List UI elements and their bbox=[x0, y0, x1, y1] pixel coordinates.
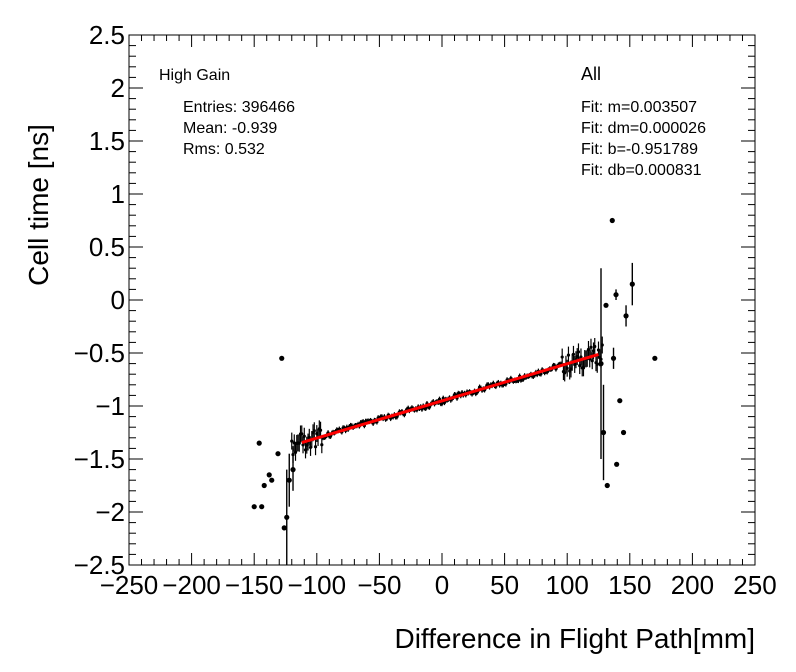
data-layer bbox=[251, 217, 658, 565]
outlier-point bbox=[284, 514, 290, 520]
fit-b: Fit: b=-0.951789 bbox=[581, 141, 698, 158]
stats-rms: Rms: 0.532 bbox=[183, 141, 265, 158]
x-tick-label: 200 bbox=[671, 570, 714, 600]
x-tick-label: 0 bbox=[435, 570, 449, 600]
outlier-point bbox=[251, 504, 257, 510]
band-point bbox=[318, 428, 323, 432]
x-tick-label: 150 bbox=[608, 570, 651, 600]
x-tick-label: −100 bbox=[288, 570, 347, 600]
band-point bbox=[307, 435, 311, 439]
fit-layer bbox=[301, 352, 599, 444]
fit-db: Fit: db=0.000831 bbox=[581, 162, 702, 179]
y-tick-label: −0.5 bbox=[74, 338, 125, 368]
band-point bbox=[297, 441, 301, 445]
outlier-point bbox=[614, 461, 620, 467]
y-axis-title: Cell time [ns] bbox=[23, 124, 54, 286]
x-axis: −250 −200 −150 −100 −50 0 50 100 150 200 250 bbox=[100, 35, 777, 600]
outlier-point bbox=[609, 217, 615, 224]
outlier-point bbox=[598, 361, 604, 367]
fit-dm: Fit: dm=0.000026 bbox=[581, 120, 706, 137]
x-tick-label: 250 bbox=[733, 570, 776, 600]
band-point bbox=[593, 344, 597, 349]
band-point bbox=[589, 345, 593, 349]
band-point bbox=[320, 443, 324, 447]
band-point bbox=[292, 441, 296, 445]
x-tick-label: 100 bbox=[546, 570, 589, 600]
outlier-point bbox=[604, 482, 610, 489]
band-point bbox=[290, 439, 294, 443]
outlier-point bbox=[629, 281, 635, 287]
outlier-point bbox=[261, 482, 267, 489]
stats-label: High Gain bbox=[159, 67, 230, 84]
outlier-point bbox=[259, 504, 265, 510]
x-tick-label: 50 bbox=[490, 570, 519, 600]
y-axis: −2.5 −2 −1.5 −1 −0.5 0 0.5 1 1.5 2 2.5 bbox=[74, 20, 755, 580]
band-point bbox=[313, 445, 318, 449]
band-point bbox=[302, 434, 306, 438]
outlier-point bbox=[256, 440, 262, 446]
y-tick-label: −2 bbox=[95, 497, 125, 527]
y-tick-label: −1.5 bbox=[74, 444, 125, 474]
y-tick-label: 1.5 bbox=[89, 126, 125, 156]
outlier-point bbox=[613, 292, 619, 298]
x-tick-label: −150 bbox=[225, 570, 284, 600]
fit-line bbox=[301, 352, 599, 444]
outlier-point bbox=[603, 302, 609, 308]
band-point bbox=[560, 355, 564, 359]
band-point bbox=[424, 406, 428, 410]
band-point bbox=[312, 429, 316, 433]
band-point bbox=[576, 350, 581, 354]
outlier-point bbox=[269, 477, 275, 483]
outlier-point bbox=[652, 355, 658, 361]
y-tick-label: −1 bbox=[95, 391, 125, 421]
outlier-point bbox=[279, 355, 285, 361]
band-point bbox=[565, 366, 569, 370]
band-point bbox=[300, 432, 304, 436]
y-tick-label: 2.5 bbox=[89, 20, 125, 50]
outlier-point bbox=[281, 525, 287, 531]
y-tick-label: 2 bbox=[111, 73, 125, 103]
x-tick-label: −250 bbox=[100, 570, 159, 600]
band-point bbox=[579, 355, 583, 359]
y-tick-label: 0 bbox=[111, 285, 125, 315]
outlier-point bbox=[286, 477, 292, 483]
outlier-point bbox=[266, 472, 272, 478]
outlier-point bbox=[623, 313, 629, 319]
fit-label: All bbox=[581, 64, 601, 84]
outlier-point bbox=[290, 467, 296, 473]
band-point bbox=[440, 401, 444, 406]
stats-entries: Entries: 396466 bbox=[183, 99, 295, 116]
outlier-point bbox=[600, 429, 607, 436]
band-point bbox=[586, 347, 591, 352]
x-tick-label: −200 bbox=[162, 570, 221, 600]
band-point bbox=[571, 352, 576, 356]
outlier-point bbox=[620, 429, 627, 436]
y-tick-label: 0.5 bbox=[89, 232, 125, 262]
band-point bbox=[581, 366, 586, 370]
outlier-point bbox=[610, 355, 617, 361]
band-point bbox=[566, 353, 571, 357]
x-tick-label: −50 bbox=[357, 570, 401, 600]
stats-mean: Mean: -0.939 bbox=[183, 120, 277, 137]
fit-m: Fit: m=0.003507 bbox=[581, 99, 697, 116]
band-point bbox=[590, 359, 594, 363]
outlier-point bbox=[275, 451, 281, 457]
y-tick-label: 1 bbox=[111, 179, 125, 209]
outlier-point bbox=[617, 398, 623, 404]
x-axis-title: Difference in Flight Path[mm] bbox=[394, 623, 755, 654]
y-tick-label: −2.5 bbox=[74, 550, 125, 580]
band-point bbox=[595, 362, 599, 366]
